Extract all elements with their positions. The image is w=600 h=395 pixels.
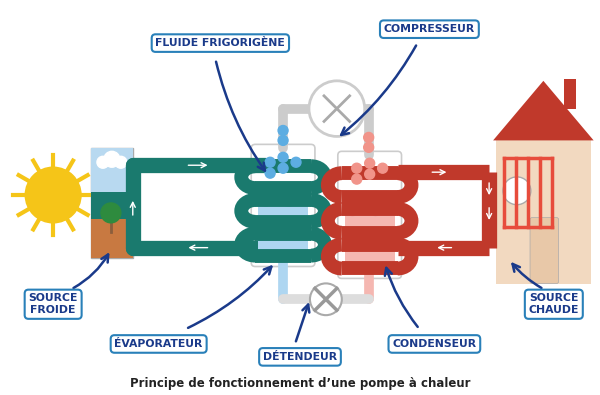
Bar (345, 213, 395, 272)
Text: FLUIDE FRIGORIGÈNE: FLUIDE FRIGORIGÈNE (155, 38, 285, 48)
Text: CONDENSEUR: CONDENSEUR (392, 339, 476, 349)
Circle shape (25, 167, 81, 223)
Circle shape (265, 157, 275, 167)
Bar (564, 79, 576, 109)
Circle shape (365, 169, 374, 179)
Bar (258, 203, 308, 260)
Polygon shape (493, 81, 593, 140)
Circle shape (115, 156, 127, 168)
Bar (91, 219, 133, 258)
Circle shape (352, 174, 362, 184)
FancyBboxPatch shape (251, 145, 315, 267)
FancyBboxPatch shape (338, 151, 401, 278)
Circle shape (278, 126, 288, 135)
Text: DÉTENDEUR: DÉTENDEUR (263, 352, 337, 362)
Text: SOURCE
CHAUDE: SOURCE CHAUDE (529, 293, 579, 315)
Circle shape (377, 163, 388, 173)
Circle shape (352, 163, 362, 173)
FancyBboxPatch shape (530, 218, 559, 284)
Circle shape (503, 177, 531, 205)
Circle shape (291, 157, 301, 167)
Bar (91, 149, 133, 192)
Circle shape (309, 81, 365, 136)
Bar (91, 192, 133, 219)
Circle shape (101, 203, 121, 223)
Text: COMPRESSEUR: COMPRESSEUR (384, 24, 475, 34)
Circle shape (278, 152, 288, 162)
Text: ÉVAPORATEUR: ÉVAPORATEUR (115, 339, 203, 349)
Bar (91, 149, 133, 258)
Circle shape (364, 142, 374, 152)
Bar (496, 140, 590, 284)
Circle shape (278, 135, 288, 145)
Circle shape (310, 283, 342, 315)
Circle shape (104, 151, 120, 167)
Text: Principe de fonctionnement d’une pompe à chaleur: Principe de fonctionnement d’une pompe à… (130, 377, 470, 390)
Circle shape (97, 156, 109, 168)
Text: SOURCE
FROIDE: SOURCE FROIDE (28, 293, 78, 315)
Circle shape (278, 163, 288, 173)
Circle shape (265, 168, 275, 178)
Circle shape (364, 132, 374, 142)
Circle shape (365, 158, 374, 168)
